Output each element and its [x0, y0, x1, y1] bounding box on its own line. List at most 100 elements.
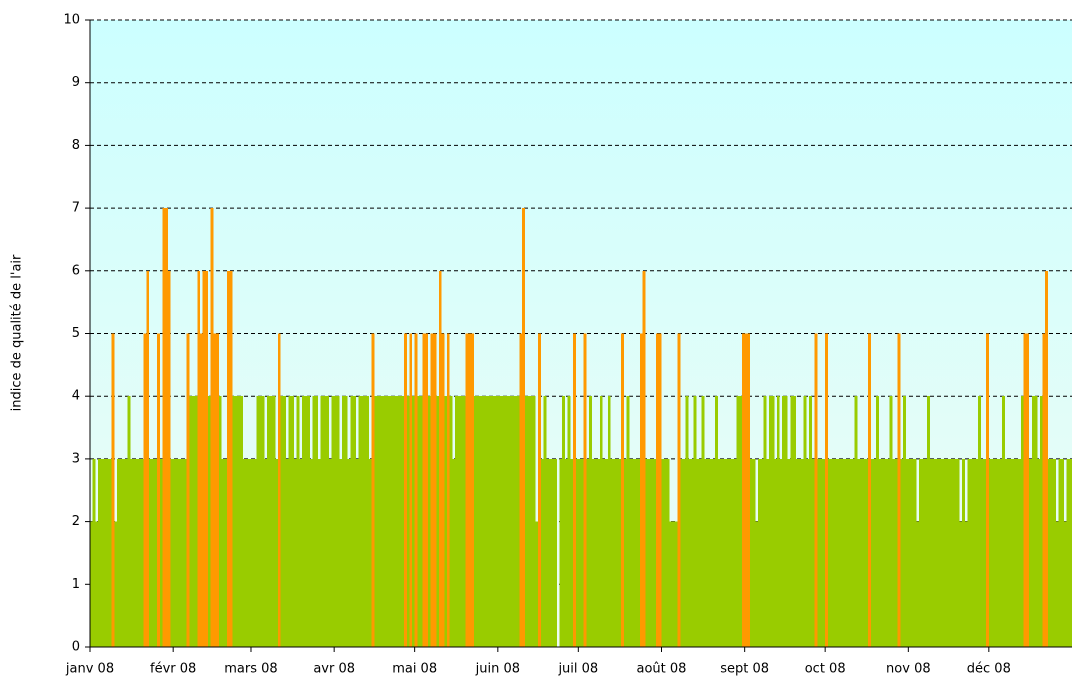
- bar: [1023, 333, 1027, 647]
- bar: [360, 396, 364, 647]
- y-tick-label: 1: [72, 577, 80, 592]
- bar: [889, 396, 893, 647]
- x-tick-label: juin 08: [475, 662, 520, 677]
- bar: [640, 333, 643, 647]
- bar: [240, 396, 244, 647]
- bar: [857, 458, 861, 647]
- bar: [312, 396, 316, 647]
- bar: [548, 458, 552, 647]
- bar: [130, 458, 134, 647]
- bar: [323, 396, 327, 647]
- bar: [682, 458, 686, 647]
- bar: [283, 396, 287, 647]
- x-tick-label: mars 08: [224, 662, 277, 677]
- bar: [146, 270, 150, 647]
- bar: [326, 396, 329, 647]
- bar: [589, 396, 592, 647]
- bar: [851, 458, 855, 647]
- bar: [444, 396, 447, 647]
- bar: [344, 396, 348, 647]
- bar: [1021, 396, 1024, 647]
- bar: [454, 396, 458, 647]
- x-tick-label: févr 08: [150, 662, 196, 677]
- bar: [731, 458, 735, 647]
- y-tick-label: 6: [72, 263, 80, 278]
- bar: [559, 458, 563, 647]
- bar: [487, 396, 490, 647]
- bar: [666, 458, 670, 647]
- bar: [328, 458, 332, 647]
- bar: [116, 458, 120, 647]
- bar: [862, 458, 866, 647]
- bar: [648, 458, 651, 647]
- bar: [661, 458, 665, 647]
- bar: [715, 396, 718, 647]
- bar: [849, 458, 853, 647]
- bar: [597, 458, 600, 647]
- bar: [1037, 458, 1040, 647]
- bar: [809, 396, 812, 647]
- bar: [92, 458, 96, 647]
- bar: [1026, 333, 1030, 647]
- bar: [331, 396, 335, 647]
- bar: [967, 458, 971, 647]
- bar: [699, 458, 702, 647]
- bar: [744, 333, 748, 647]
- bar: [267, 396, 270, 647]
- bar: [460, 396, 464, 647]
- bar: [449, 396, 453, 647]
- bar: [363, 396, 367, 647]
- bar: [911, 458, 914, 647]
- bar: [181, 458, 185, 647]
- bar: [983, 458, 987, 647]
- bar: [613, 458, 617, 647]
- bar: [178, 458, 182, 647]
- bar: [497, 396, 501, 647]
- bar: [216, 333, 219, 647]
- bar: [127, 396, 131, 647]
- bar: [696, 458, 700, 647]
- bar: [621, 333, 625, 647]
- bar: [403, 333, 407, 647]
- bar: [720, 458, 724, 647]
- bar: [913, 458, 917, 647]
- bar: [250, 458, 254, 647]
- bar: [658, 333, 662, 647]
- bar: [725, 458, 729, 647]
- bar: [532, 396, 536, 647]
- bar: [119, 458, 123, 647]
- bar: [741, 333, 745, 647]
- bar: [390, 396, 394, 647]
- bar: [994, 458, 998, 647]
- bar: [379, 396, 383, 647]
- bar: [122, 458, 126, 647]
- bar: [417, 396, 421, 647]
- bar: [876, 396, 879, 647]
- bar: [114, 521, 117, 647]
- bar: [1012, 458, 1016, 647]
- bar: [610, 458, 614, 647]
- bar: [972, 458, 976, 647]
- bar: [438, 270, 442, 647]
- bar: [535, 521, 539, 647]
- bar: [961, 458, 965, 647]
- x-tick-label: août 08: [637, 662, 687, 677]
- bar: [157, 333, 160, 647]
- x-tick-label: juil 08: [557, 662, 598, 677]
- bar: [841, 458, 845, 647]
- bar: [310, 458, 313, 647]
- bar: [350, 396, 354, 647]
- bar: [591, 458, 595, 647]
- bar: [457, 396, 461, 647]
- x-tick-label: janv 08: [65, 662, 114, 677]
- bar: [758, 458, 761, 647]
- bar: [221, 458, 225, 647]
- bar: [991, 458, 995, 647]
- bar: [307, 396, 311, 647]
- bar: [642, 270, 646, 647]
- bar: [1055, 521, 1059, 647]
- bar: [819, 458, 823, 647]
- bar: [213, 333, 217, 647]
- bar: [484, 396, 488, 647]
- bar: [154, 458, 158, 647]
